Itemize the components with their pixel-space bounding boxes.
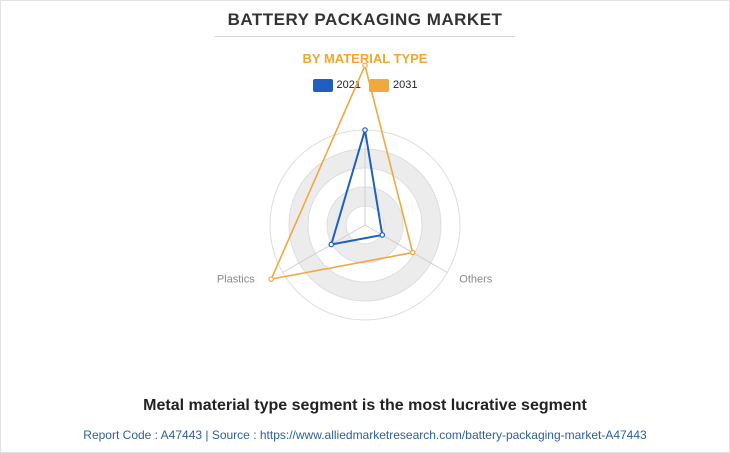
legend-swatch-2031 [369, 78, 389, 92]
legend-label-2031: 2031 [393, 79, 418, 91]
chart-title: BATTERY PACKAGING MARKET [227, 10, 503, 29]
axis-label-others: Others [459, 274, 493, 286]
radar-series [268, 62, 416, 282]
axis-label-plastics: Plastics [217, 274, 255, 286]
data-point-2021-plastics[interactable] [328, 241, 335, 248]
radar-spoke-others [364, 224, 448, 273]
data-point-2031-others[interactable] [409, 249, 416, 256]
radar-spokes [282, 130, 448, 273]
data-point-2031-metal[interactable] [362, 62, 368, 69]
legend-item-2031[interactable]: 2031 [369, 77, 417, 93]
series-line-2021 [330, 129, 384, 246]
chart-caption: Metal material type segment is the most … [143, 397, 587, 414]
data-point-2031-plastics[interactable] [268, 276, 275, 282]
data-point-2021-others[interactable] [379, 232, 386, 238]
legend-swatch-2021 [312, 78, 333, 92]
series-line-2031 [270, 64, 414, 280]
radar-axis-labels: Others Plastics [217, 274, 493, 286]
chart-subtitle: BY MATERIAL TYPE [302, 51, 428, 66]
title-divider [215, 36, 515, 37]
data-point-2021-metal[interactable] [362, 127, 368, 133]
source-line[interactable]: Report Code : A47443 | Source : https://… [83, 428, 647, 442]
radar-spoke-plastics [282, 224, 366, 273]
